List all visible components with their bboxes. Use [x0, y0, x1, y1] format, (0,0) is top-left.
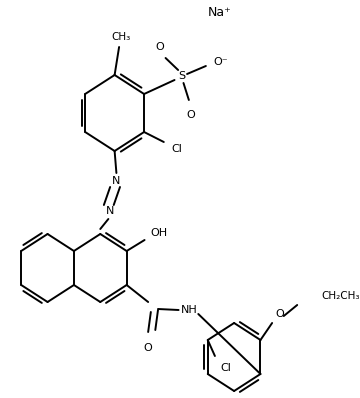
- Text: NH: NH: [181, 305, 198, 315]
- Text: OH: OH: [150, 228, 167, 238]
- Text: O⁻: O⁻: [213, 57, 228, 67]
- Text: CH₂CH₃: CH₂CH₃: [321, 291, 360, 301]
- Text: Cl: Cl: [220, 363, 231, 373]
- Text: S: S: [178, 71, 185, 81]
- Text: O: O: [275, 309, 284, 319]
- Text: O: O: [186, 110, 195, 120]
- Text: O: O: [156, 42, 165, 52]
- Text: Cl: Cl: [171, 144, 182, 154]
- Text: Na⁺: Na⁺: [207, 6, 231, 20]
- Text: N: N: [106, 206, 114, 216]
- Text: O: O: [144, 343, 153, 353]
- Text: CH₃: CH₃: [111, 32, 131, 42]
- Text: N: N: [112, 176, 121, 186]
